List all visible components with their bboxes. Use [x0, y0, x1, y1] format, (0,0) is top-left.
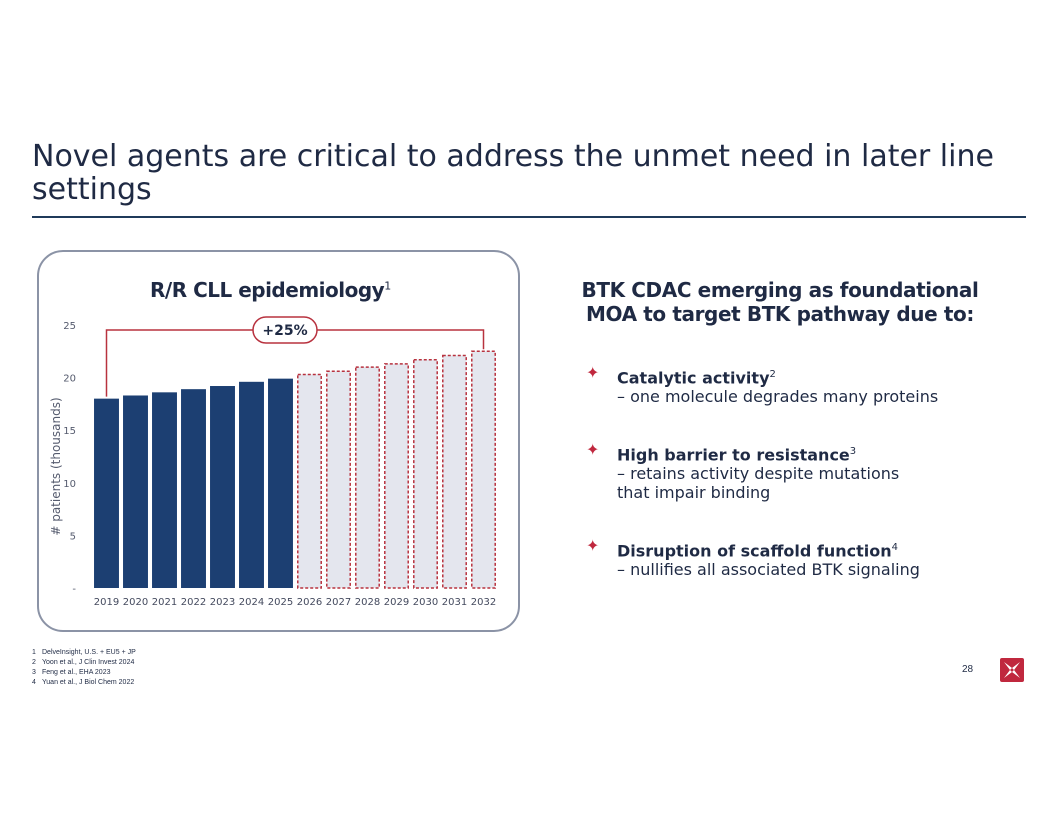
bar-2025: [268, 378, 293, 588]
x-tick-label: 2028: [355, 597, 380, 608]
bullet-line: that impair binding: [617, 483, 771, 503]
chart-card: [37, 250, 520, 632]
y-tick-label: 20: [63, 374, 76, 385]
y-tick-label: 5: [70, 531, 76, 542]
bar-2020: [123, 395, 148, 588]
projected-bar-2026: [297, 373, 322, 589]
bar-2021: [152, 392, 177, 588]
projected-bar-2032: [471, 350, 496, 589]
right-panel-title-line2: MOA to target BTK pathway due to:: [586, 302, 974, 326]
y-tick-label: 25: [63, 321, 76, 332]
x-tick-label: 2025: [268, 597, 293, 608]
bar-2023: [210, 386, 235, 588]
bullet-line: – retains activity despite mutations: [617, 464, 900, 484]
bullet-head: Catalytic activity: [617, 368, 770, 388]
chart-title-text: R/R CLL epidemiology: [150, 278, 385, 302]
footnote-item: 2 Yoon et al., J Clin Invest 2024: [32, 659, 135, 666]
projected-bar-2027: [326, 370, 351, 589]
footnotes: 1 DelveInsight, U.S. + EU5 + JP 2 Yoon et …: [32, 648, 136, 688]
x-tick-label: 2026: [297, 597, 322, 608]
x-tick-label: 2027: [326, 597, 351, 608]
y-tick-label: 10: [63, 479, 76, 490]
growth-label: +25%: [262, 323, 307, 339]
bullet-footnote: 4: [891, 542, 899, 553]
title-divider: [32, 216, 1026, 218]
right-panel-title-line1: BTK CDAC emerging as foundational: [581, 278, 979, 302]
bar-2024: [239, 381, 264, 588]
chart-title-footnote: 1: [384, 279, 391, 293]
bullet-head: Disruption of scaffold function: [617, 541, 892, 561]
x-tick-label: 2022: [181, 597, 206, 608]
x-tick-label: 2029: [384, 597, 409, 608]
projected-bar-2028: [355, 366, 380, 589]
four-point-star-icon: ✦: [586, 440, 600, 459]
bullet-line: – nullifies all associated BTK signaling: [617, 560, 920, 580]
bar-2019: [94, 398, 119, 588]
x-tick-label: 2023: [210, 597, 235, 608]
bar-2022: [181, 389, 206, 588]
footnote-item: 4 Yuan et al., J Biol Chem 2022: [32, 679, 135, 686]
x-tick-label: 2031: [442, 597, 467, 608]
x-tick-label: 2030: [413, 597, 438, 608]
x-tick-label: 2032: [471, 597, 496, 608]
bullet-footnote: 2: [769, 369, 776, 380]
slide-title: Novel agents are critical to address the…: [32, 139, 994, 207]
four-point-star-icon: ✦: [586, 363, 600, 382]
four-point-star-icon: ✦: [586, 536, 600, 555]
projected-bar-2031: [442, 354, 467, 589]
right-panel-title: BTK CDAC emerging as foundational MOA to…: [560, 278, 1000, 326]
projected-bar-2030: [413, 358, 438, 589]
growth-badge: [252, 316, 318, 344]
y-tick-label: 15: [63, 426, 76, 437]
page-number: 28: [962, 664, 974, 675]
x-tick-label: 2024: [239, 597, 264, 608]
footnote-item: 3 Feng et al., EHA 2023: [32, 669, 111, 676]
footnote-item: 1 DelveInsight, U.S. + EU5 + JP: [32, 649, 136, 656]
company-logo-icon: [1000, 658, 1024, 682]
bullet-head: High barrier to resistance: [617, 445, 850, 465]
projected-bar-2029: [384, 363, 409, 589]
x-tick-label: 2019: [94, 597, 119, 608]
chart-title: R/R CLL epidemiology1: [150, 278, 391, 302]
y-axis-label: # patients (thousands): [49, 397, 63, 535]
x-tick-label: 2020: [123, 597, 148, 608]
bullet-line: – one molecule degrades many proteins: [617, 387, 939, 407]
bullet-footnote: 3: [849, 446, 857, 457]
x-tick-label: 2021: [152, 597, 177, 608]
y-tick-label: -: [72, 584, 76, 595]
